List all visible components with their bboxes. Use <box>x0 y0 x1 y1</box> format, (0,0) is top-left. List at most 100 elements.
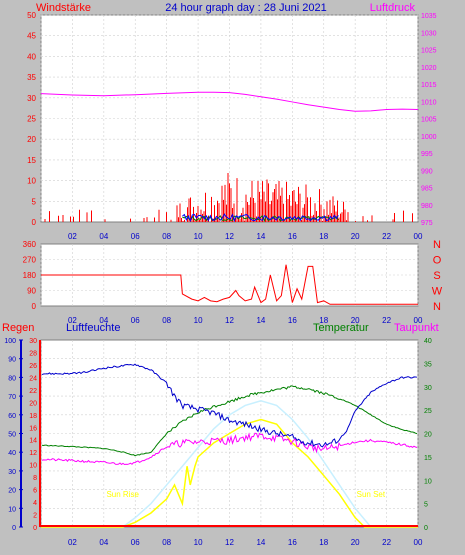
direction-x-tick: 16 <box>288 316 297 325</box>
pressure-y-tick: 1020 <box>421 65 437 72</box>
humidity-y-tick: 70 <box>8 394 16 401</box>
climate-x-tick: 12 <box>225 538 234 547</box>
wind-x-tick: 22 <box>382 232 391 241</box>
pressure-y-tick: 1010 <box>421 99 437 106</box>
temperature-y-tick: 10 <box>424 478 432 485</box>
temperature-y-tick: 0 <box>424 525 428 532</box>
climate-x-tick: 22 <box>382 538 391 547</box>
temperature-y-tick: 20 <box>424 432 432 439</box>
temperature-y-tick: 40 <box>424 338 432 345</box>
dewpoint-axis-label: Taupunkt <box>394 322 439 334</box>
chart-title: 24 hour graph day : 28 Juni 2021 <box>165 2 326 14</box>
humidity-y-tick: 0 <box>12 525 16 532</box>
direction-x-tick: 06 <box>131 316 140 325</box>
rain-y-tick: 8 <box>33 475 37 482</box>
rain-y-tick: 2 <box>33 513 37 520</box>
pressure-axis-label: Luftdruck <box>370 2 416 14</box>
rain-y-tick: 30 <box>29 338 37 345</box>
temperature-line <box>41 385 418 457</box>
rain-y-tick: 18 <box>29 413 37 420</box>
temperature-y-tick: 15 <box>424 455 432 462</box>
pressure-y-tick: 1015 <box>421 82 437 89</box>
direction-x-tick: 18 <box>319 316 328 325</box>
direction-compass-label: N <box>433 239 441 251</box>
wind-x-tick: 04 <box>99 232 108 241</box>
chart-layer: 0510152025303540455097598098599099510001… <box>4 11 442 547</box>
wind-x-tick: 18 <box>319 232 328 241</box>
climate-x-tick: 08 <box>162 538 171 547</box>
climate-x-tick: 20 <box>351 538 360 547</box>
direction-y-tick: 0 <box>32 302 37 311</box>
direction-x-tick: 20 <box>351 316 360 325</box>
direction-x-tick: 08 <box>162 316 171 325</box>
humidity-y-tick: 100 <box>4 338 16 345</box>
wind-y-tick: 15 <box>27 156 36 165</box>
wind-x-tick: 14 <box>256 232 265 241</box>
pressure-y-tick: 995 <box>421 151 433 158</box>
climate-x-tick: 04 <box>99 538 108 547</box>
pressure-y-tick: 1030 <box>421 30 437 37</box>
wind-x-tick: 00 <box>414 232 423 241</box>
humidity-line <box>41 363 418 448</box>
rain-y-tick: 20 <box>29 400 37 407</box>
temperature-y-tick: 25 <box>424 408 432 415</box>
direction-x-tick: 00 <box>414 316 423 325</box>
pressure-y-tick: 1035 <box>421 13 437 20</box>
wind-y-tick: 50 <box>27 11 36 20</box>
direction-x-tick: 22 <box>382 316 391 325</box>
humidity-y-tick: 50 <box>8 432 16 439</box>
wind-axis-label: Windstärke <box>36 2 91 14</box>
wind-x-tick: 08 <box>162 232 171 241</box>
wind-y-tick: 0 <box>32 218 37 227</box>
wind-y-tick: 20 <box>27 135 36 144</box>
direction-y-tick: 180 <box>23 271 37 280</box>
humidity-y-tick: 40 <box>8 450 16 457</box>
direction-compass-label: W <box>432 286 443 298</box>
direction-compass-label: N <box>433 301 441 313</box>
direction-y-tick: 270 <box>23 256 37 265</box>
direction-line <box>41 264 418 305</box>
climate-x-tick: 00 <box>414 538 423 547</box>
wind-y-tick: 40 <box>27 52 36 61</box>
direction-x-tick: 04 <box>99 316 108 325</box>
humidity-y-tick: 90 <box>8 357 16 364</box>
sun-set-label: Sun Set <box>357 490 386 499</box>
humidity-y-tick: 80 <box>8 375 16 382</box>
pressure-y-tick: 1025 <box>421 48 437 55</box>
rain-y-tick: 4 <box>33 500 37 507</box>
rain-y-tick: 28 <box>29 350 37 357</box>
temperature-y-tick: 35 <box>424 361 432 368</box>
humidity-axis-label: Luftfeuchte <box>66 322 120 334</box>
rain-y-tick: 6 <box>33 488 37 495</box>
rain-y-tick: 26 <box>29 363 37 370</box>
wind-y-tick: 5 <box>32 197 37 206</box>
climate-x-tick: 02 <box>68 538 77 547</box>
wind-x-tick: 06 <box>131 232 140 241</box>
pressure-y-tick: 980 <box>421 203 433 210</box>
wind-y-tick: 35 <box>27 73 36 82</box>
pressure-line <box>40 91 419 112</box>
dewpoint-line <box>41 432 418 466</box>
rain-y-tick: 22 <box>29 388 37 395</box>
wind-y-tick: 30 <box>27 94 36 103</box>
pressure-y-tick: 975 <box>421 220 433 227</box>
pressure-y-tick: 985 <box>421 186 433 193</box>
humidity-y-tick: 20 <box>8 488 16 495</box>
wind-x-tick: 16 <box>288 232 297 241</box>
direction-x-tick: 02 <box>68 316 77 325</box>
wind-x-tick: 10 <box>194 232 203 241</box>
rain-y-tick: 0 <box>33 525 37 532</box>
wind-gust_blue-line <box>182 213 339 223</box>
direction-compass-label: O <box>433 255 442 267</box>
climate-x-tick: 18 <box>319 538 328 547</box>
pressure-y-tick: 990 <box>421 168 433 175</box>
rain-y-tick: 10 <box>29 463 37 470</box>
wind-y-tick: 10 <box>27 177 36 186</box>
pressure-y-tick: 1000 <box>421 134 437 141</box>
rain-y-tick: 24 <box>29 375 37 382</box>
uv-line <box>41 399 418 528</box>
temperature-axis-label: Temperatur <box>313 322 369 334</box>
direction-x-tick: 12 <box>225 316 234 325</box>
